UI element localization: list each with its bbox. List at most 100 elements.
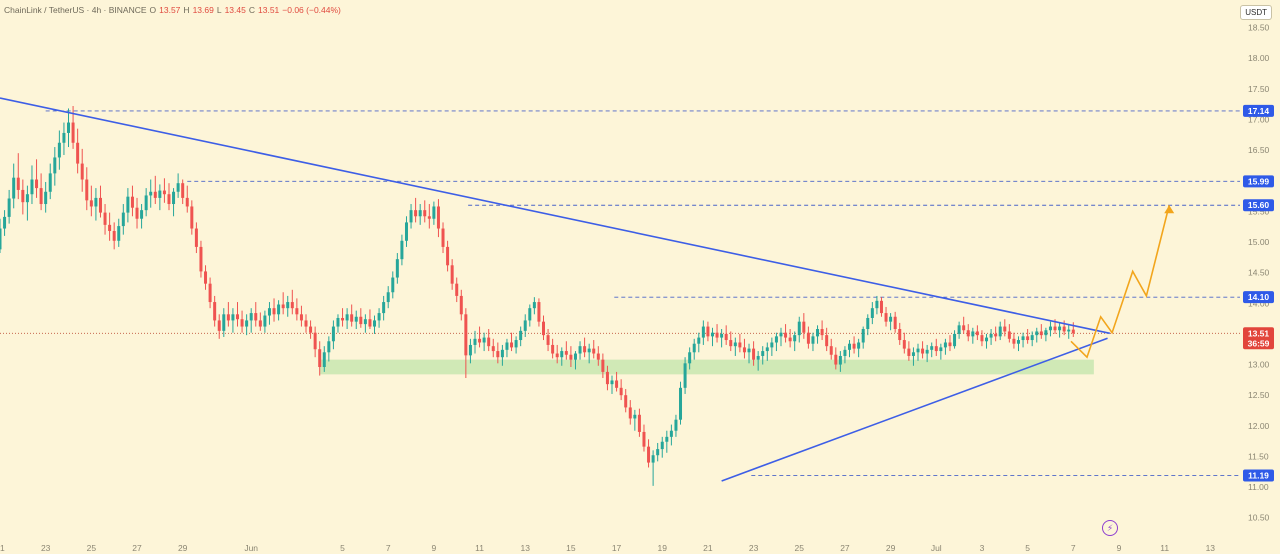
support-zone — [319, 359, 1094, 375]
candle-body — [962, 325, 966, 331]
candle-body — [318, 349, 322, 367]
candle-body — [464, 314, 468, 356]
candle-body — [478, 338, 482, 343]
level-price-label: 15.99 — [1248, 176, 1270, 186]
current-price-tag — [1243, 327, 1274, 350]
candle-body — [742, 347, 746, 353]
candle-body — [884, 313, 888, 322]
candle-body — [788, 337, 792, 342]
level-price-tag — [1243, 291, 1274, 304]
candle-body — [373, 320, 377, 327]
candle-body — [519, 330, 523, 341]
candle-body — [71, 122, 75, 143]
candle-body — [902, 340, 906, 349]
candle-body — [647, 446, 651, 463]
candle-body — [217, 320, 221, 331]
candle-body — [130, 196, 134, 208]
x-tick-label: 19 — [658, 543, 668, 553]
candle-body — [414, 210, 418, 217]
candle-body — [624, 395, 628, 408]
x-tick-label: 23 — [749, 543, 759, 553]
candle-body — [637, 414, 641, 432]
x-tick-label: 7 — [386, 543, 391, 553]
candle-body — [382, 302, 386, 314]
x-tick-label: 7 — [1071, 543, 1076, 553]
candle-body — [916, 348, 920, 353]
candle-body — [541, 321, 545, 336]
candle-body — [295, 308, 299, 315]
candle-body — [181, 183, 185, 198]
candle-body — [765, 347, 769, 352]
candle-body — [633, 414, 637, 419]
candle-body — [21, 189, 25, 203]
x-tick-label: 21 — [0, 543, 5, 553]
x-tick-label: 9 — [1117, 543, 1122, 553]
symbol-label[interactable]: ChainLink / TetherUS · 4h · BINANCE — [4, 5, 147, 15]
candle-body — [669, 430, 673, 437]
candle-body — [706, 326, 710, 337]
candle-body — [331, 326, 335, 342]
x-tick-label: Jul — [931, 543, 942, 553]
x-tick-label: 3 — [980, 543, 985, 553]
chart-legend: ChainLink / TetherUS · 4h · BINANCE O 13.… — [4, 5, 341, 15]
candle-body — [752, 348, 756, 360]
x-tick-label: 27 — [840, 543, 850, 553]
close-key: C — [248, 5, 255, 15]
x-tick-label: 5 — [1025, 543, 1030, 553]
x-tick-label: 17 — [612, 543, 622, 553]
candle-body — [3, 216, 7, 229]
candle-body — [587, 348, 591, 353]
candle-body — [76, 142, 80, 164]
candle-body — [761, 351, 765, 356]
candle-body — [309, 326, 313, 333]
candle-body — [208, 283, 212, 303]
candle-body — [1026, 336, 1030, 341]
lightning-bolt-icon[interactable]: ⚡ — [1102, 520, 1118, 536]
candle-body — [53, 157, 57, 174]
candle-body — [729, 340, 733, 347]
candle-body — [820, 329, 824, 336]
candle-body — [720, 333, 724, 338]
candle-body — [697, 337, 701, 344]
candle-body — [911, 352, 915, 356]
candle-body — [747, 348, 751, 353]
candle-body — [797, 321, 801, 336]
candle-body — [204, 271, 208, 284]
candle-body — [167, 194, 171, 205]
candle-body — [194, 228, 198, 247]
candle-body — [423, 210, 427, 217]
x-tick-label: 27 — [132, 543, 142, 553]
candle-body — [190, 206, 194, 229]
open-value: 13.57 — [159, 5, 181, 15]
currency-button[interactable]: USDT — [1240, 5, 1272, 20]
candle-body — [966, 330, 970, 337]
candle-body — [551, 344, 555, 354]
candle-body — [628, 407, 632, 419]
candle-body — [665, 436, 669, 442]
candle-body — [660, 441, 664, 450]
candle-body — [350, 314, 354, 322]
y-tick-label: 17.00 — [1248, 114, 1270, 124]
candle-body — [1021, 336, 1025, 341]
candle-body — [409, 210, 413, 223]
candle-body — [514, 340, 518, 348]
candle-body — [25, 194, 29, 203]
candle-body — [1030, 335, 1034, 341]
candle-body — [359, 316, 363, 325]
candle-body — [843, 349, 847, 356]
candle-body — [560, 351, 564, 358]
close-value: 13.51 — [258, 5, 280, 15]
candle-body — [121, 212, 125, 227]
y-tick-label: 14.50 — [1248, 268, 1270, 278]
candle-body — [140, 210, 144, 219]
candle-body — [12, 177, 16, 199]
candle-body — [866, 317, 870, 330]
x-tick-label: 29 — [886, 543, 896, 553]
candle-body — [605, 371, 609, 385]
candle-body — [971, 331, 975, 337]
candle-body — [263, 315, 267, 327]
candle-body — [436, 206, 440, 229]
candle-body — [153, 191, 157, 198]
